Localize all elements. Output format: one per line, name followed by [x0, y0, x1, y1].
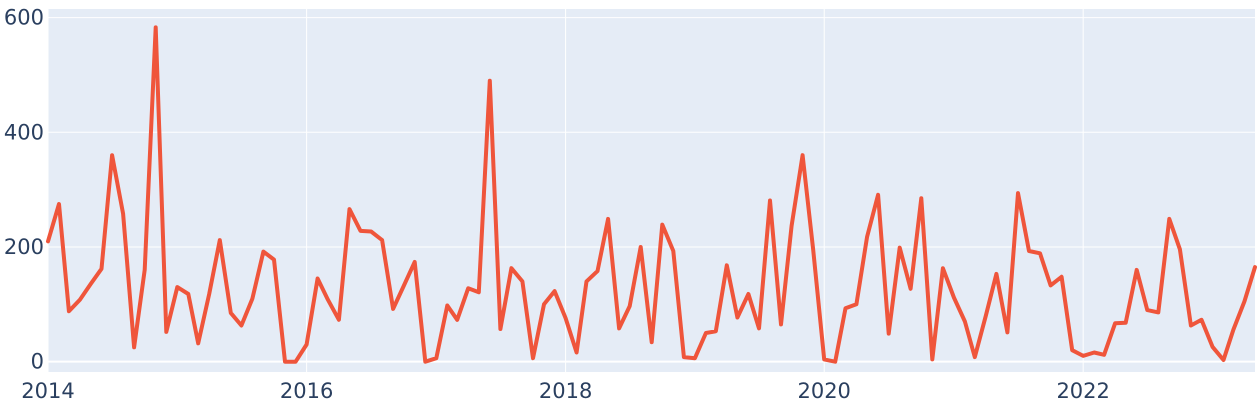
y-tick-label-200: 200: [4, 235, 44, 259]
y-tick-label-400: 400: [4, 120, 44, 144]
y-axis-tick-labels: 0 200 400 600: [4, 6, 44, 374]
series-group: [46, 25, 1257, 364]
x-tick-label-2016: 2016: [280, 379, 333, 403]
y-gridlines: [48, 17, 1255, 363]
plot-background: [48, 9, 1255, 372]
x-tick-label-2014: 2014: [21, 379, 74, 403]
x-tick-label-2018: 2018: [539, 379, 592, 403]
y-tick-label-600: 600: [4, 6, 44, 30]
y-tick-label-0: 0: [31, 350, 44, 374]
x-gridlines: [47, 9, 1084, 372]
x-tick-label-2020: 2020: [797, 379, 850, 403]
x-axis-tick-labels: 2014 2016 2018 2020 2022: [21, 379, 1110, 403]
series-line-0: [46, 25, 1257, 364]
x-tick-label-2022: 2022: [1056, 379, 1109, 403]
